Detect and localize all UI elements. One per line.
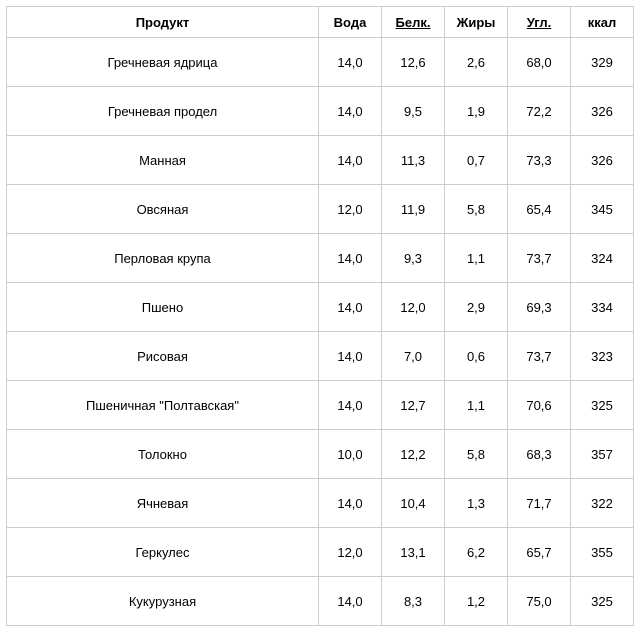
cell-kcal: 355 [571,528,634,577]
cell-water: 12,0 [319,528,382,577]
cell-carb: 73,7 [508,332,571,381]
cell-carb: 68,0 [508,38,571,87]
cell-fat: 1,1 [445,381,508,430]
cell-protein: 9,3 [382,234,445,283]
cell-product: Перловая крупа [7,234,319,283]
cell-water: 14,0 [319,381,382,430]
table-row: Рисовая 14,0 7,0 0,6 73,7 323 [7,332,634,381]
cell-protein: 8,3 [382,577,445,626]
cell-product: Гречневая продел [7,87,319,136]
cell-kcal: 323 [571,332,634,381]
cell-kcal: 325 [571,577,634,626]
cell-water: 12,0 [319,185,382,234]
cell-product: Геркулес [7,528,319,577]
table-row: Геркулес 12,0 13,1 6,2 65,7 355 [7,528,634,577]
cell-kcal: 324 [571,234,634,283]
cell-kcal: 326 [571,87,634,136]
table-row: Пшеничная "Полтавская" 14,0 12,7 1,1 70,… [7,381,634,430]
cell-protein: 9,5 [382,87,445,136]
cell-product: Толокно [7,430,319,479]
cell-protein: 10,4 [382,479,445,528]
cell-fat: 1,2 [445,577,508,626]
cell-product: Пшено [7,283,319,332]
table-row: Пшено 14,0 12,0 2,9 69,3 334 [7,283,634,332]
table-header: Продукт Вода Белк. Жиры Угл. ккал [7,7,634,38]
table-row: Гречневая ядрица 14,0 12,6 2,6 68,0 329 [7,38,634,87]
cell-kcal: 329 [571,38,634,87]
cell-fat: 2,6 [445,38,508,87]
col-header-kcal: ккал [571,7,634,38]
nutrition-table: Продукт Вода Белк. Жиры Угл. ккал Гречне… [6,6,634,626]
cell-protein: 12,2 [382,430,445,479]
cell-carb: 65,4 [508,185,571,234]
table-row: Толокно 10,0 12,2 5,8 68,3 357 [7,430,634,479]
cell-product: Манная [7,136,319,185]
cell-water: 14,0 [319,87,382,136]
cell-product: Рисовая [7,332,319,381]
cell-carb: 73,3 [508,136,571,185]
cell-carb: 75,0 [508,577,571,626]
cell-fat: 1,9 [445,87,508,136]
cell-fat: 2,9 [445,283,508,332]
col-header-protein: Белк. [382,7,445,38]
cell-carb: 65,7 [508,528,571,577]
cell-product: Гречневая ядрица [7,38,319,87]
cell-protein: 11,3 [382,136,445,185]
cell-kcal: 326 [571,136,634,185]
col-header-carb: Угл. [508,7,571,38]
cell-fat: 0,7 [445,136,508,185]
cell-carb: 73,7 [508,234,571,283]
cell-kcal: 325 [571,381,634,430]
cell-protein: 7,0 [382,332,445,381]
cell-protein: 13,1 [382,528,445,577]
cell-carb: 68,3 [508,430,571,479]
cell-product: Пшеничная "Полтавская" [7,381,319,430]
cell-carb: 71,7 [508,479,571,528]
cell-fat: 1,1 [445,234,508,283]
cell-kcal: 322 [571,479,634,528]
cell-protein: 11,9 [382,185,445,234]
col-header-water: Вода [319,7,382,38]
cell-carb: 70,6 [508,381,571,430]
cell-protein: 12,0 [382,283,445,332]
cell-kcal: 345 [571,185,634,234]
cell-product: Овсяная [7,185,319,234]
cell-water: 14,0 [319,332,382,381]
cell-carb: 72,2 [508,87,571,136]
cell-kcal: 334 [571,283,634,332]
table-body: Гречневая ядрица 14,0 12,6 2,6 68,0 329 … [7,38,634,626]
cell-fat: 0,6 [445,332,508,381]
table-row: Кукурузная 14,0 8,3 1,2 75,0 325 [7,577,634,626]
cell-carb: 69,3 [508,283,571,332]
col-header-product: Продукт [7,7,319,38]
table-row: Перловая крупа 14,0 9,3 1,1 73,7 324 [7,234,634,283]
cell-water: 14,0 [319,283,382,332]
cell-water: 10,0 [319,430,382,479]
table-row: Гречневая продел 14,0 9,5 1,9 72,2 326 [7,87,634,136]
cell-water: 14,0 [319,479,382,528]
cell-fat: 6,2 [445,528,508,577]
cell-product: Кукурузная [7,577,319,626]
cell-water: 14,0 [319,577,382,626]
cell-water: 14,0 [319,136,382,185]
cell-fat: 1,3 [445,479,508,528]
cell-fat: 5,8 [445,185,508,234]
cell-protein: 12,7 [382,381,445,430]
cell-protein: 12,6 [382,38,445,87]
cell-water: 14,0 [319,234,382,283]
col-header-fat: Жиры [445,7,508,38]
table-row: Ячневая 14,0 10,4 1,3 71,7 322 [7,479,634,528]
cell-fat: 5,8 [445,430,508,479]
cell-kcal: 357 [571,430,634,479]
table-row: Манная 14,0 11,3 0,7 73,3 326 [7,136,634,185]
cell-water: 14,0 [319,38,382,87]
table-row: Овсяная 12,0 11,9 5,8 65,4 345 [7,185,634,234]
cell-product: Ячневая [7,479,319,528]
